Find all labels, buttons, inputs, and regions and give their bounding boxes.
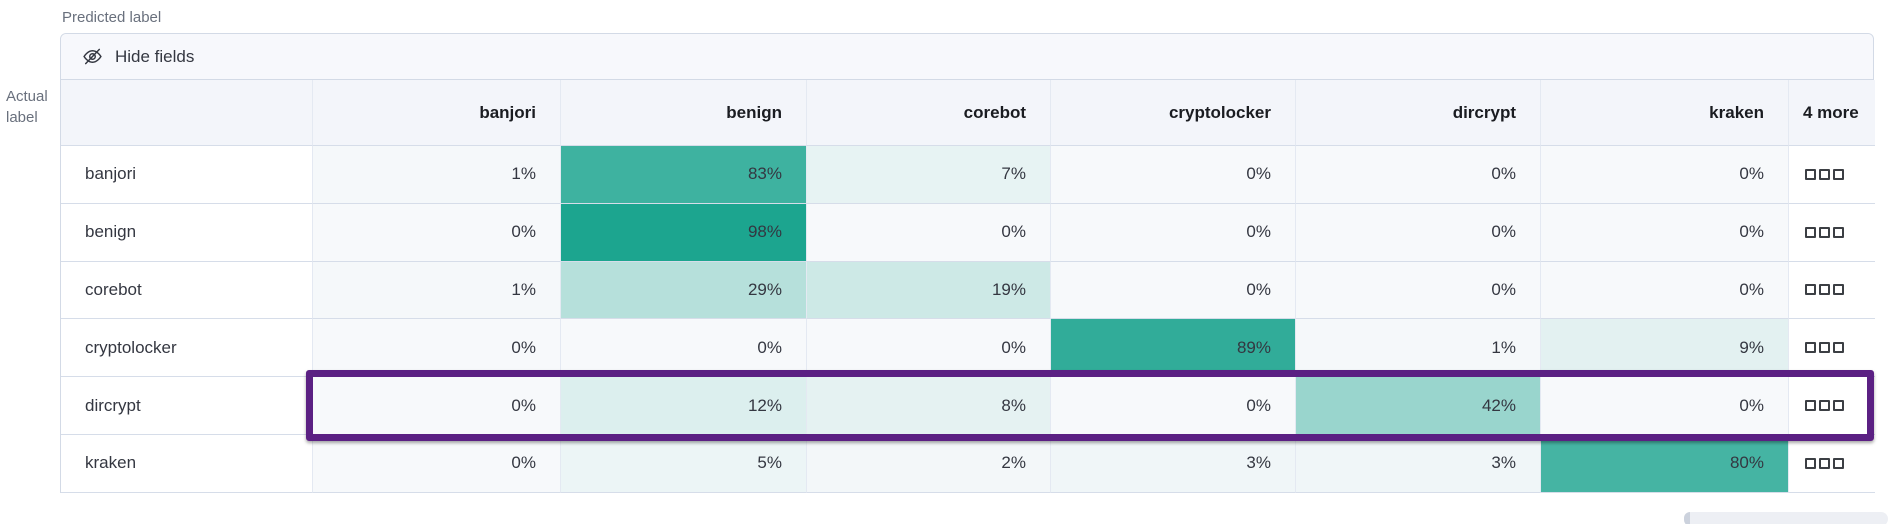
cell-corebot-corebot: 19% — [807, 261, 1051, 320]
eye-closed-icon — [83, 48, 102, 65]
more-fields-button[interactable] — [1789, 203, 1875, 262]
cell-benign-kraken: 0% — [1541, 203, 1789, 262]
boxes-horizontal-icon — [1819, 284, 1830, 296]
row-label-corebot: corebot — [61, 261, 313, 320]
boxes-horizontal-icon — [1819, 457, 1830, 469]
cell-banjori-kraken: 0% — [1541, 146, 1789, 204]
boxes-horizontal-icon — [1805, 342, 1816, 354]
row-label-banjori: banjori — [61, 146, 313, 204]
confusion-matrix-panel: Hide fields banjori benign corebot cryptolo… — [60, 33, 1875, 493]
more-fields-button[interactable] — [1789, 261, 1875, 320]
cell-benign-corebot: 0% — [807, 203, 1051, 262]
boxes-horizontal-icon — [1805, 168, 1816, 180]
cell-cryptolocker-dircrypt: 1% — [1296, 319, 1541, 378]
cell-cryptolocker-cryptolocker: 89% — [1051, 319, 1296, 378]
more-fields-button[interactable] — [1789, 319, 1875, 378]
cell-kraken-corebot: 2% — [807, 434, 1051, 493]
scrollbar-thumb[interactable] — [1684, 512, 1690, 524]
row-label-dircrypt: dircrypt — [61, 377, 313, 435]
boxes-horizontal-icon — [1805, 400, 1816, 412]
column-header-corebot[interactable]: corebot — [807, 80, 1051, 146]
boxes-horizontal-icon — [1819, 400, 1830, 412]
cell-dircrypt-cryptolocker: 0% — [1051, 377, 1296, 435]
predicted-label: Predicted label — [62, 9, 162, 26]
boxes-horizontal-icon — [1833, 342, 1844, 354]
cell-banjori-benign: 83% — [561, 146, 807, 204]
cell-banjori-cryptolocker: 0% — [1051, 146, 1296, 204]
boxes-horizontal-icon — [1833, 284, 1844, 296]
cell-kraken-banjori: 0% — [313, 434, 561, 493]
more-fields-button[interactable] — [1789, 377, 1875, 435]
boxes-horizontal-icon — [1833, 226, 1844, 238]
column-header-cryptolocker[interactable]: cryptolocker — [1051, 80, 1296, 146]
column-header-banjori[interactable]: banjori — [313, 80, 561, 146]
cell-cryptolocker-corebot: 0% — [807, 319, 1051, 378]
boxes-horizontal-icon — [1833, 457, 1844, 469]
actual-label: Actual label — [6, 88, 48, 126]
cell-corebot-cryptolocker: 0% — [1051, 261, 1296, 320]
cell-banjori-banjori: 1% — [313, 146, 561, 204]
horizontal-scrollbar[interactable] — [1684, 512, 1888, 524]
cell-kraken-dircrypt: 3% — [1296, 434, 1541, 493]
cell-corebot-benign: 29% — [561, 261, 807, 320]
cell-corebot-dircrypt: 0% — [1296, 261, 1541, 320]
cell-benign-cryptolocker: 0% — [1051, 203, 1296, 262]
boxes-horizontal-icon — [1833, 400, 1844, 412]
boxes-horizontal-icon — [1833, 168, 1844, 180]
cell-benign-banjori: 0% — [313, 203, 561, 262]
boxes-horizontal-icon — [1805, 226, 1816, 238]
cell-kraken-benign: 5% — [561, 434, 807, 493]
hide-fields-button[interactable]: Hide fields — [61, 34, 1873, 80]
column-header-kraken[interactable]: kraken — [1541, 80, 1789, 146]
cell-dircrypt-corebot: 8% — [807, 377, 1051, 435]
boxes-horizontal-icon — [1819, 226, 1830, 238]
cell-dircrypt-dircrypt: 42% — [1296, 377, 1541, 435]
column-header-dircrypt[interactable]: dircrypt — [1296, 80, 1541, 146]
matrix-corner-cell — [61, 80, 313, 146]
row-label-cryptolocker: cryptolocker — [61, 319, 313, 378]
cell-cryptolocker-benign: 0% — [561, 319, 807, 378]
boxes-horizontal-icon — [1805, 284, 1816, 296]
row-label-kraken: kraken — [61, 434, 313, 493]
boxes-horizontal-icon — [1805, 457, 1816, 469]
more-fields-button[interactable] — [1789, 434, 1875, 493]
cell-kraken-kraken: 80% — [1541, 434, 1789, 493]
cell-dircrypt-banjori: 0% — [313, 377, 561, 435]
confusion-matrix-grid: banjori benign corebot cryptolocker dircrypt… — [61, 80, 1875, 493]
boxes-horizontal-icon — [1819, 342, 1830, 354]
cell-cryptolocker-banjori: 0% — [313, 319, 561, 378]
cell-corebot-kraken: 0% — [1541, 261, 1789, 320]
hide-fields-label: Hide fields — [115, 46, 195, 66]
row-label-benign: benign — [61, 203, 313, 262]
column-header-benign[interactable]: benign — [561, 80, 807, 146]
cell-kraken-cryptolocker: 3% — [1051, 434, 1296, 493]
more-fields-button[interactable] — [1789, 146, 1875, 204]
cell-dircrypt-benign: 12% — [561, 377, 807, 435]
cell-benign-benign: 98% — [561, 203, 807, 262]
cell-banjori-corebot: 7% — [807, 146, 1051, 204]
column-header-more[interactable]: 4 more — [1789, 80, 1875, 146]
cell-corebot-banjori: 1% — [313, 261, 561, 320]
cell-dircrypt-kraken: 0% — [1541, 377, 1789, 435]
cell-banjori-dircrypt: 0% — [1296, 146, 1541, 204]
cell-benign-dircrypt: 0% — [1296, 203, 1541, 262]
boxes-horizontal-icon — [1819, 168, 1830, 180]
cell-cryptolocker-kraken: 9% — [1541, 319, 1789, 378]
